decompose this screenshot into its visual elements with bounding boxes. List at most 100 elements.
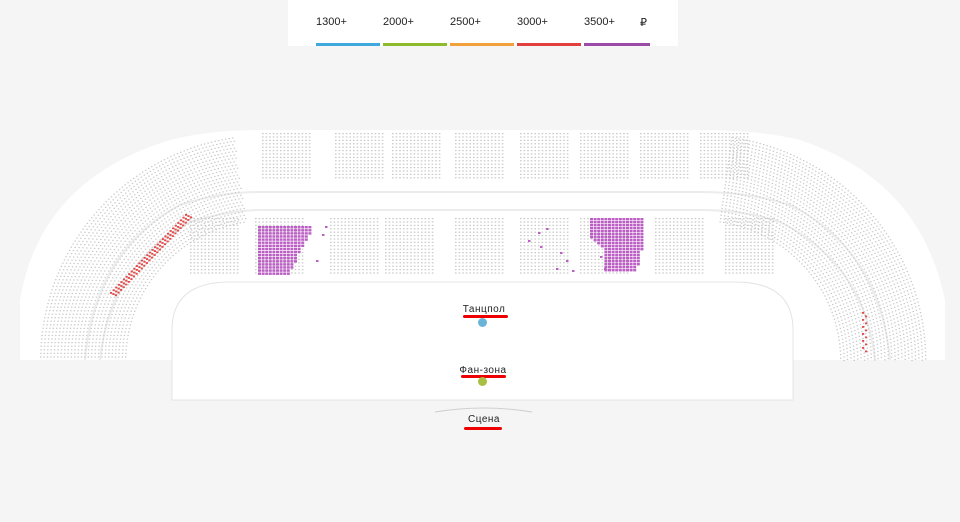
seat <box>483 177 486 179</box>
seat <box>669 258 671 260</box>
seat <box>736 173 738 175</box>
seat <box>556 272 558 274</box>
seat <box>262 143 264 145</box>
seat <box>753 272 756 274</box>
seat <box>160 247 162 249</box>
seat <box>360 173 362 175</box>
seat <box>761 248 763 250</box>
seat <box>545 221 547 223</box>
seat <box>735 272 738 274</box>
seat <box>262 265 264 267</box>
seat <box>84 279 86 281</box>
seat <box>353 170 355 172</box>
seat <box>527 136 529 138</box>
seat <box>133 256 136 258</box>
seat <box>129 324 131 326</box>
seat <box>203 222 206 225</box>
seat <box>360 167 362 169</box>
seat <box>139 297 142 299</box>
seat <box>345 170 348 172</box>
seat <box>351 262 354 264</box>
seat <box>594 163 596 165</box>
seat <box>462 143 464 145</box>
seat <box>152 218 154 220</box>
seat <box>580 167 582 169</box>
seat <box>351 228 354 230</box>
seat <box>548 156 551 158</box>
seat <box>162 223 165 225</box>
seat <box>276 173 278 175</box>
seat <box>487 238 489 240</box>
seat <box>583 248 586 250</box>
seat <box>619 133 622 135</box>
seat <box>703 146 706 148</box>
seat <box>753 228 756 230</box>
seat <box>294 133 296 135</box>
seat <box>548 146 551 148</box>
seat <box>548 231 551 233</box>
seat <box>658 252 661 254</box>
seat <box>714 136 716 138</box>
seat <box>552 252 554 254</box>
seat <box>438 173 441 175</box>
seat <box>356 163 359 165</box>
seat <box>80 299 82 301</box>
seat <box>154 244 156 246</box>
seat <box>202 227 204 229</box>
seat <box>114 331 116 333</box>
seat <box>757 269 759 271</box>
seat <box>81 286 83 288</box>
seat <box>294 272 297 274</box>
seat <box>421 231 423 233</box>
seat <box>276 150 278 152</box>
seat <box>180 188 182 190</box>
seat <box>768 265 770 267</box>
seat <box>676 269 679 271</box>
seat <box>272 160 275 162</box>
seat <box>764 245 767 247</box>
seat <box>764 218 767 220</box>
seat <box>725 238 727 240</box>
seat <box>371 170 373 172</box>
seat <box>605 235 607 237</box>
seat <box>363 156 366 158</box>
seat <box>101 310 104 312</box>
seat <box>137 262 139 264</box>
seat <box>673 235 675 237</box>
seat <box>183 202 186 204</box>
seat <box>601 160 604 162</box>
seat <box>218 241 221 243</box>
seat <box>735 231 738 233</box>
seat <box>483 173 486 175</box>
seat <box>93 293 95 295</box>
seat <box>342 146 344 148</box>
seat <box>527 221 529 223</box>
seat <box>233 269 235 271</box>
seat <box>438 136 441 138</box>
seat <box>501 218 504 220</box>
seat <box>149 269 151 271</box>
seat <box>676 231 679 233</box>
seat <box>227 200 229 202</box>
seat <box>301 221 304 223</box>
seat <box>520 228 522 230</box>
seat <box>133 287 135 289</box>
seat <box>140 248 142 250</box>
seat <box>668 143 671 145</box>
seat <box>71 338 74 340</box>
seat <box>655 272 657 274</box>
seat <box>530 163 533 165</box>
seat <box>215 272 217 274</box>
seat <box>559 218 562 220</box>
seat <box>491 224 493 226</box>
seat <box>725 218 727 220</box>
seat <box>541 231 544 233</box>
seat <box>291 262 293 264</box>
seat <box>140 281 143 283</box>
seat <box>234 192 237 194</box>
seat <box>563 167 565 169</box>
seat <box>200 241 203 243</box>
seat <box>265 146 268 148</box>
seat <box>290 177 293 179</box>
seat <box>255 238 257 240</box>
